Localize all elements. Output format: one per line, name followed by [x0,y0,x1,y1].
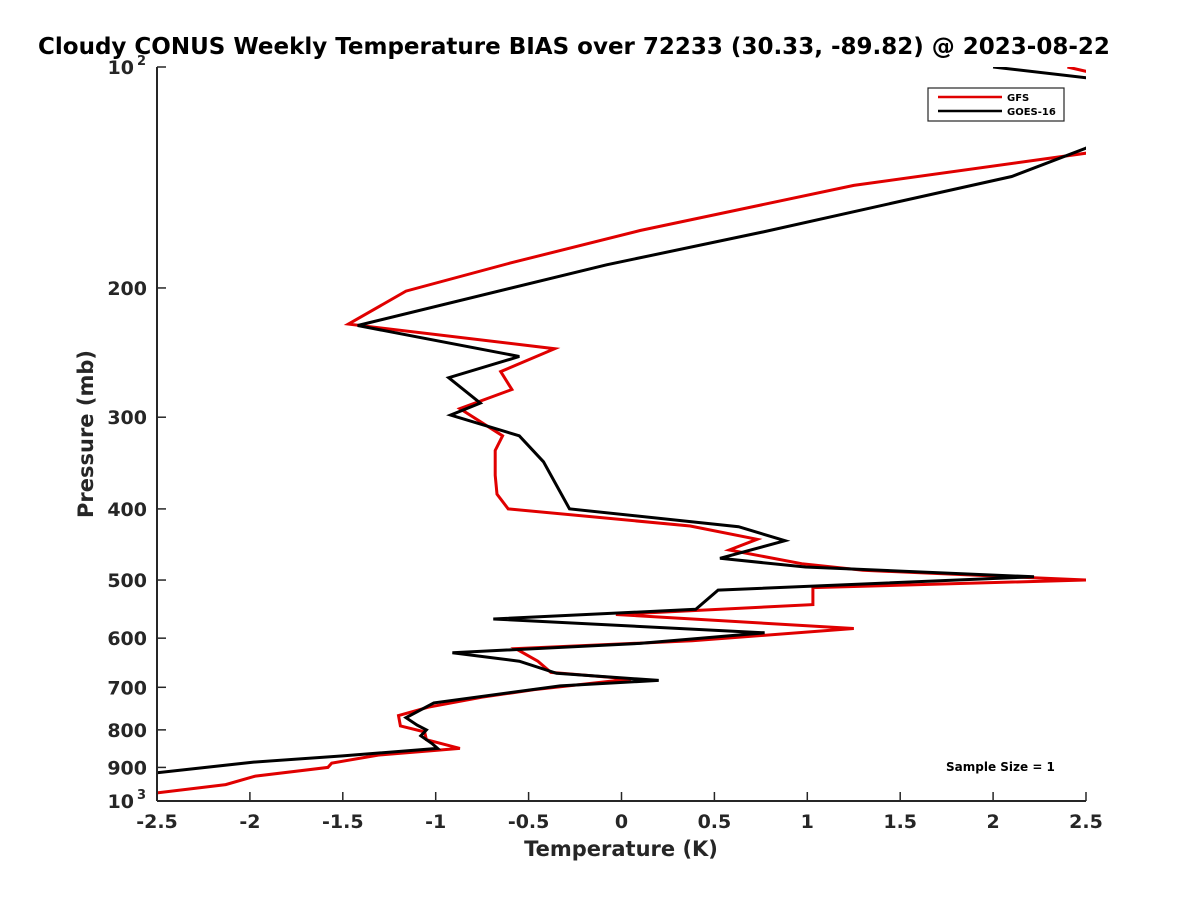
y-tick-label: 600 [107,628,147,650]
series-line-gfs [157,67,1086,795]
y-tick-label: 10 [108,57,134,79]
series-line-goes16 [157,67,1086,775]
y-tick-label: 10 [108,791,134,813]
x-tick-label: -1.5 [322,811,364,833]
x-tick-label: 1.5 [883,811,917,833]
series-layer [157,67,1086,795]
y-tick-label: 500 [107,570,147,592]
x-axis-label: Temperature (K) [524,837,718,861]
y-tick-exponent: 3 [137,788,146,803]
x-tick-label: 2.5 [1069,811,1103,833]
x-tick-label: -2 [239,811,260,833]
legend: GFS GOES-16 [927,87,1065,122]
x-tick-label: -1 [425,811,446,833]
chart-title: Cloudy CONUS Weekly Temperature BIAS ove… [38,34,1110,60]
x-tick-label: 0 [615,811,628,833]
y-tick-label: 700 [107,677,147,699]
x-tick-label: -2.5 [136,811,178,833]
y-tick-label: 200 [107,278,147,300]
x-tick-label: -0.5 [508,811,550,833]
legend-label-gfs: GFS [1007,93,1029,104]
y-tick-label: 900 [107,757,147,779]
x-tick-label: 2 [986,811,999,833]
x-axis-ticks: -2.5 -2 -1.5 -1 -0.5 0 0.5 1 1.5 2 2.5 [136,792,1103,833]
y-tick-label: 400 [107,499,147,521]
y-tick-label: 800 [107,720,147,742]
x-tick-label: 0.5 [698,811,732,833]
x-tick-label: 1 [801,811,814,833]
legend-box [927,87,1065,122]
y-tick-exponent: 2 [137,54,146,69]
sample-size-annotation: Sample Size = 1 [946,760,1055,774]
legend-label-goes16: GOES-16 [1007,107,1056,118]
y-tick-label: 300 [107,407,147,429]
y-axis-label: Pressure (mb) [74,350,98,518]
